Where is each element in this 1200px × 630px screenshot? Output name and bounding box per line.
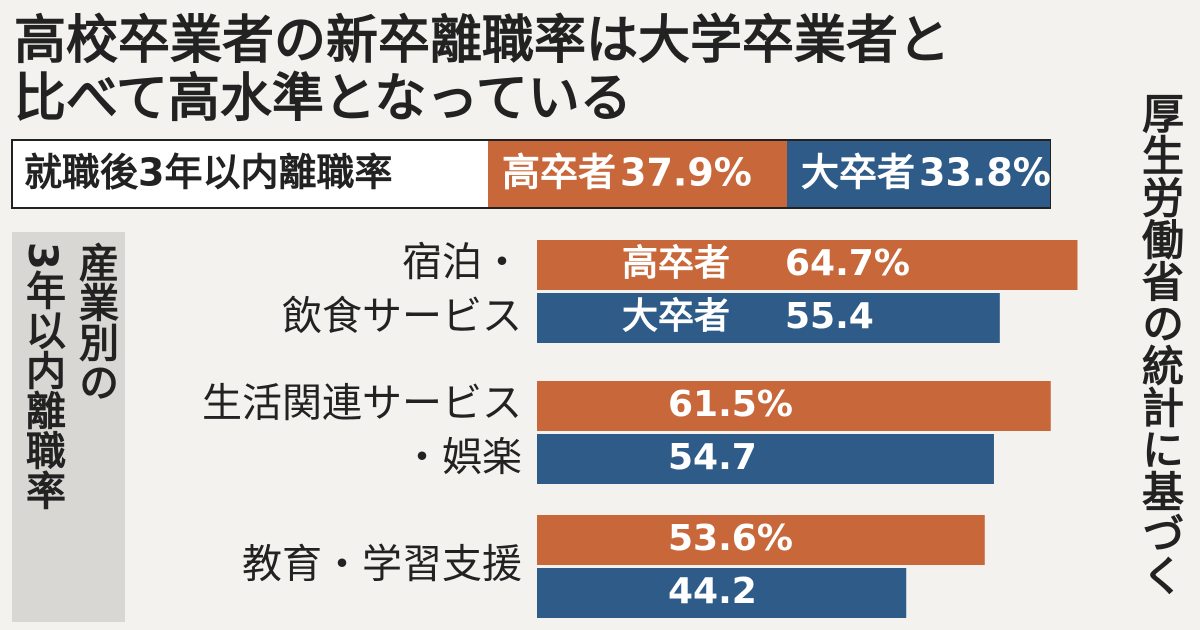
category-label: 宿泊・ [402,240,522,286]
side-label: 産業別の [72,242,119,402]
summary-value: 33.8% [919,151,1051,195]
bar-series-name: 大卒者 [622,296,730,337]
bar-value-label: 44.2 [668,571,757,612]
category-label: 生活関連サービス [202,381,522,427]
category-label: 飲食サービス [282,294,522,340]
chart-title: 比べて高水準となっている [14,69,632,129]
category-label: ・娯楽 [402,435,522,481]
bar [537,293,1000,343]
bar-value-label: 64.7% [785,243,910,284]
summary-name: 高卒者 [502,151,616,195]
bar [537,381,1051,431]
bar-value-label: 61.5% [668,384,793,425]
summary-label: 就職後3年以内離職率 [24,151,392,195]
summary-value: 37.9% [620,151,752,195]
side-box [12,232,125,622]
summary-name: 大卒者 [801,151,915,195]
summary-swatch [488,141,787,207]
category-label: 教育・学習支援 [242,542,522,588]
bar-value-label: 55.4 [785,296,874,337]
bar [537,434,994,484]
bar [537,515,985,565]
chart-title: 高校卒業者の新卒離職率は大学卒業者と [14,11,950,71]
bar [537,568,907,618]
bar-value-label: 54.7 [668,437,757,478]
bar [537,240,1078,290]
bar-series-name: 高卒者 [622,243,730,284]
summary-swatch [787,141,1050,207]
bar-value-label: 53.6% [668,518,793,559]
side-label: 3年以内離職率 [19,242,66,510]
source-note: 厚生労働省の統計に基づく [1136,92,1185,596]
